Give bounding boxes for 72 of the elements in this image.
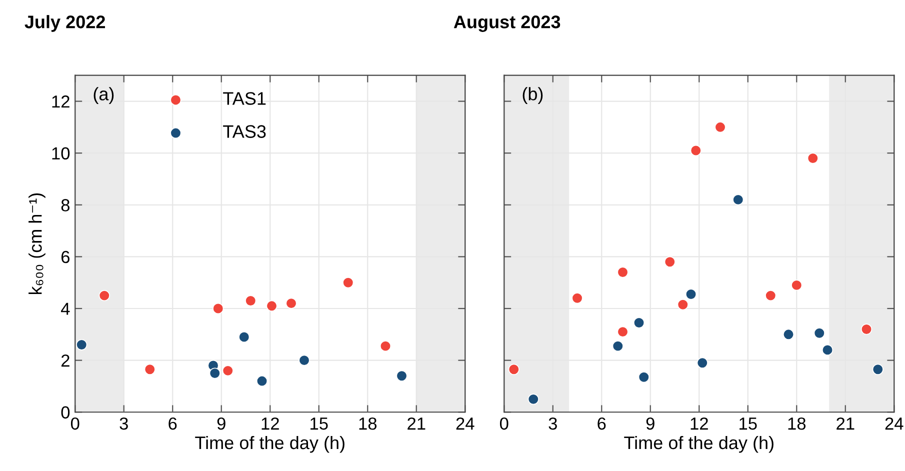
legend-label: TAS1	[223, 92, 266, 105]
point	[690, 144, 702, 156]
point	[76, 339, 88, 350]
point	[696, 357, 708, 368]
annotation: (a)	[94, 87, 114, 104]
y-tick-label: 6	[61, 250, 70, 264]
point	[814, 328, 825, 339]
point	[98, 290, 110, 302]
x-tick-label: 9	[646, 417, 654, 430]
y-axis-title: k₆₀₀ (cm h⁻¹)	[28, 193, 46, 294]
point	[822, 344, 834, 356]
y-tick-label: 2	[61, 354, 70, 367]
x-tick-label: 0	[500, 417, 508, 430]
point	[612, 340, 624, 352]
point	[508, 364, 520, 375]
point	[617, 326, 628, 338]
chart-title: July 2022	[24, 15, 105, 32]
x-tick-label: 21	[408, 417, 426, 430]
legend-label: TAS3	[223, 125, 266, 138]
x-tick-label: 15	[310, 418, 328, 430]
point	[765, 290, 776, 302]
x-tick-label: 0	[70, 417, 80, 430]
point	[782, 328, 794, 340]
y-tick-label: 12	[52, 95, 70, 108]
x-tick-label: 3	[120, 417, 128, 430]
y-tick-label: 10	[52, 147, 70, 160]
point	[791, 280, 802, 291]
point	[286, 298, 297, 309]
x-tick-label: 21	[836, 417, 854, 430]
x-axis-title: Time of the day (h)	[624, 436, 774, 453]
x-tick-label: 12	[262, 417, 279, 430]
point	[572, 292, 583, 304]
x-tick-label: 24	[885, 417, 904, 430]
point	[528, 394, 539, 405]
point	[677, 299, 688, 310]
point	[807, 152, 818, 164]
point	[732, 194, 744, 206]
point	[245, 295, 256, 306]
x-axis-title: Time of the day (h)	[195, 436, 344, 453]
x-tick-label: 18	[359, 417, 377, 430]
x-tick-label: 6	[598, 417, 606, 430]
chart-title: August 2023	[454, 16, 560, 32]
y-tick-label: 4	[61, 302, 70, 315]
point	[342, 277, 354, 288]
point	[266, 300, 278, 312]
point	[396, 370, 408, 382]
y-tick-label: 8	[61, 199, 70, 212]
x-tick-label: 6	[168, 417, 177, 430]
y-tick-label: 0	[61, 406, 70, 419]
point	[714, 122, 726, 133]
point	[238, 331, 250, 343]
x-tick-label: 3	[548, 417, 557, 430]
point	[860, 324, 872, 335]
annotation: (b)	[522, 87, 543, 104]
point	[298, 354, 310, 366]
point	[685, 288, 697, 300]
point	[144, 364, 156, 375]
x-tick-label: 24	[456, 417, 474, 430]
point	[617, 266, 628, 278]
point	[633, 317, 645, 328]
point	[212, 302, 224, 314]
x-tick-label: 9	[217, 417, 226, 430]
point	[872, 364, 884, 375]
x-tick-label: 15	[740, 418, 757, 430]
point	[209, 368, 220, 379]
point	[638, 372, 650, 383]
x-tick-label: 18	[788, 417, 806, 430]
point	[664, 256, 676, 268]
x-tick-label: 12	[690, 417, 708, 430]
point	[222, 365, 234, 376]
point	[380, 340, 392, 352]
point	[256, 375, 268, 387]
